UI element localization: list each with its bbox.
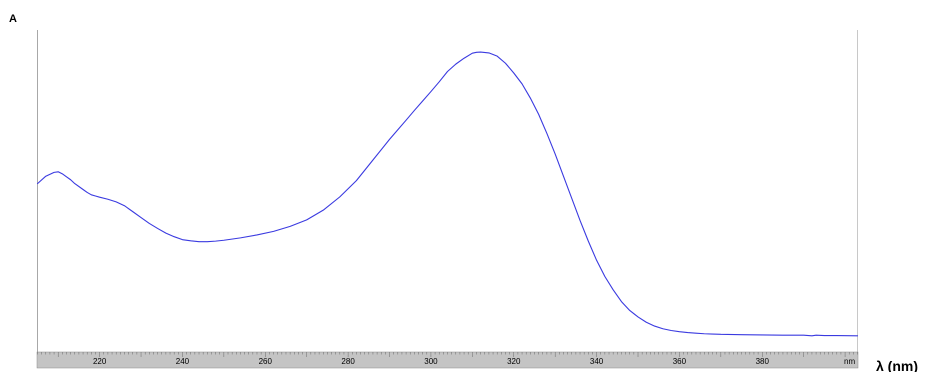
x-axis-tick-labels: 220 240 260 280 300 320 340 360 380 <box>93 357 770 366</box>
x-tick-label: 260 <box>259 357 273 366</box>
x-tick-label: 320 <box>507 357 521 366</box>
x-axis-label: λ (nm) <box>876 358 918 372</box>
spectrum-series-line <box>36 51 859 337</box>
x-tick-label: 340 <box>590 357 604 366</box>
x-tick-label: 300 <box>424 357 438 366</box>
y-axis-label: A <box>9 13 17 25</box>
x-tick-label: 220 <box>93 357 107 366</box>
x-tick-label: 240 <box>176 357 190 366</box>
x-tick-label: 280 <box>341 357 355 366</box>
x-axis-unit-label: nm <box>844 357 855 366</box>
x-tick-label: 380 <box>756 357 770 366</box>
x-axis-minor-ticks <box>37 352 858 357</box>
x-tick-label: 360 <box>673 357 687 366</box>
